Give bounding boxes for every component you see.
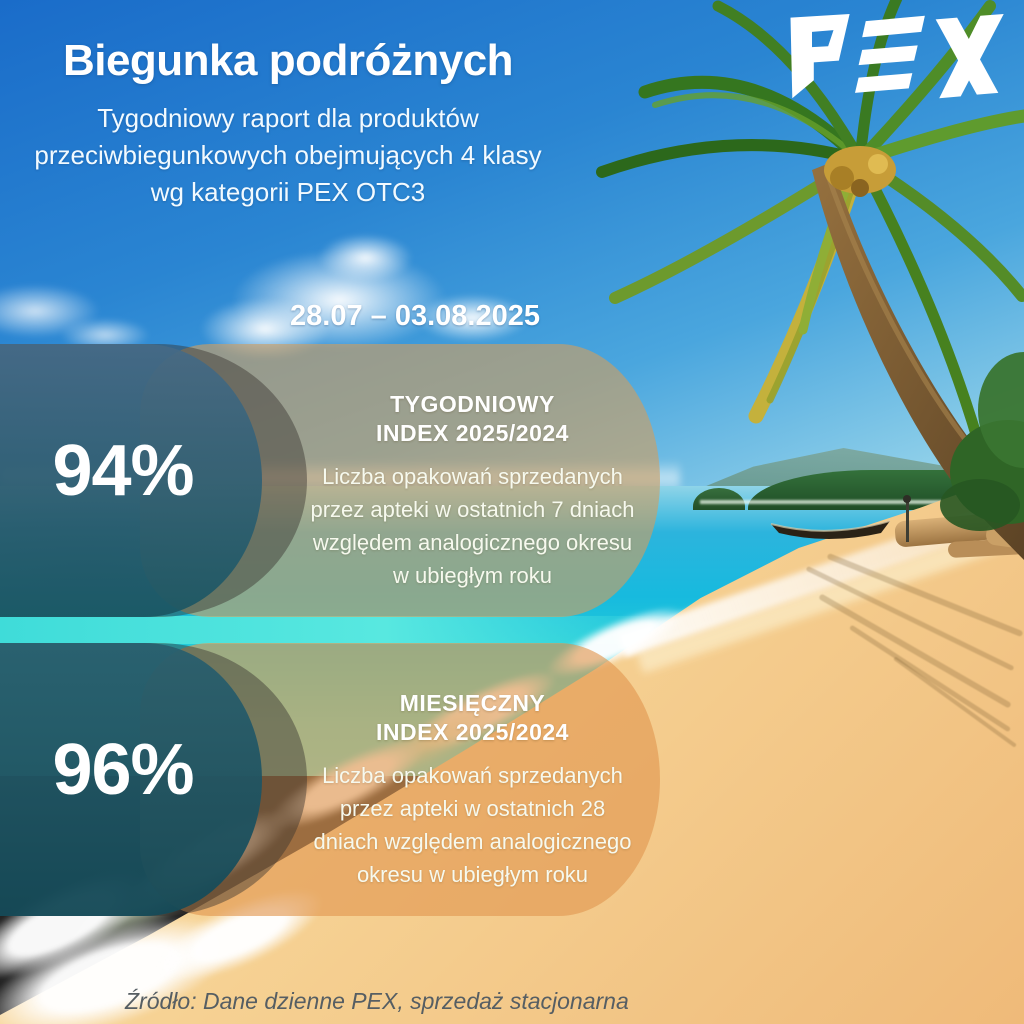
source-note: Źródło: Dane dzienne PEX, sprzedaż stacj… [125, 988, 629, 1014]
report-header: Biegunka podróżnych Tygodniowy raport dl… [8, 36, 568, 211]
monthly-index-heading: MIESIĘCZNY INDEX 2025/2024 [376, 690, 569, 745]
weekly-index-heading: TYGODNIOWY INDEX 2025/2024 [376, 391, 569, 446]
page-title: Biegunka podróżnych [62, 36, 514, 85]
monthly-index-card: 96% MIESIĘCZNY INDEX 2025/2024 Liczba op… [0, 643, 660, 916]
wooden-boat [770, 520, 891, 539]
palm-tree [596, 0, 1024, 560]
page-subtitle: Tygodniowy raport dla produktów przeciwb… [34, 103, 542, 207]
monthly-index-value: 96% [52, 729, 194, 810]
pex-logo: PEX [786, 14, 1010, 100]
island-shoreline [700, 500, 1024, 504]
cloud [415, 294, 530, 342]
value-pill [0, 643, 262, 916]
small-island [693, 488, 745, 510]
mooring-pole-top [903, 495, 911, 503]
value-pill [0, 344, 262, 617]
card-text-block: MIESIĘCZNY INDEX 2025/2024 Liczba opakow… [300, 689, 645, 891]
cloud [318, 234, 413, 282]
weekly-index-value: 94% [52, 430, 194, 511]
monthly-index-description: Liczba opakowań sprzedanych przez apteki… [313, 763, 632, 887]
mooring-pole [906, 500, 909, 542]
report-date-range: 28.07 – 03.08.2025 [290, 300, 540, 332]
card-text-block: TYGODNIOWY INDEX 2025/2024 Liczba opakow… [300, 390, 645, 592]
pex-logo-glyphs [790, 14, 1004, 99]
weekly-index-card: 94% TYGODNIOWY INDEX 2025/2024 Liczba op… [0, 344, 660, 617]
weekly-index-description: Liczba opakowań sprzedanych przez apteki… [310, 464, 635, 588]
